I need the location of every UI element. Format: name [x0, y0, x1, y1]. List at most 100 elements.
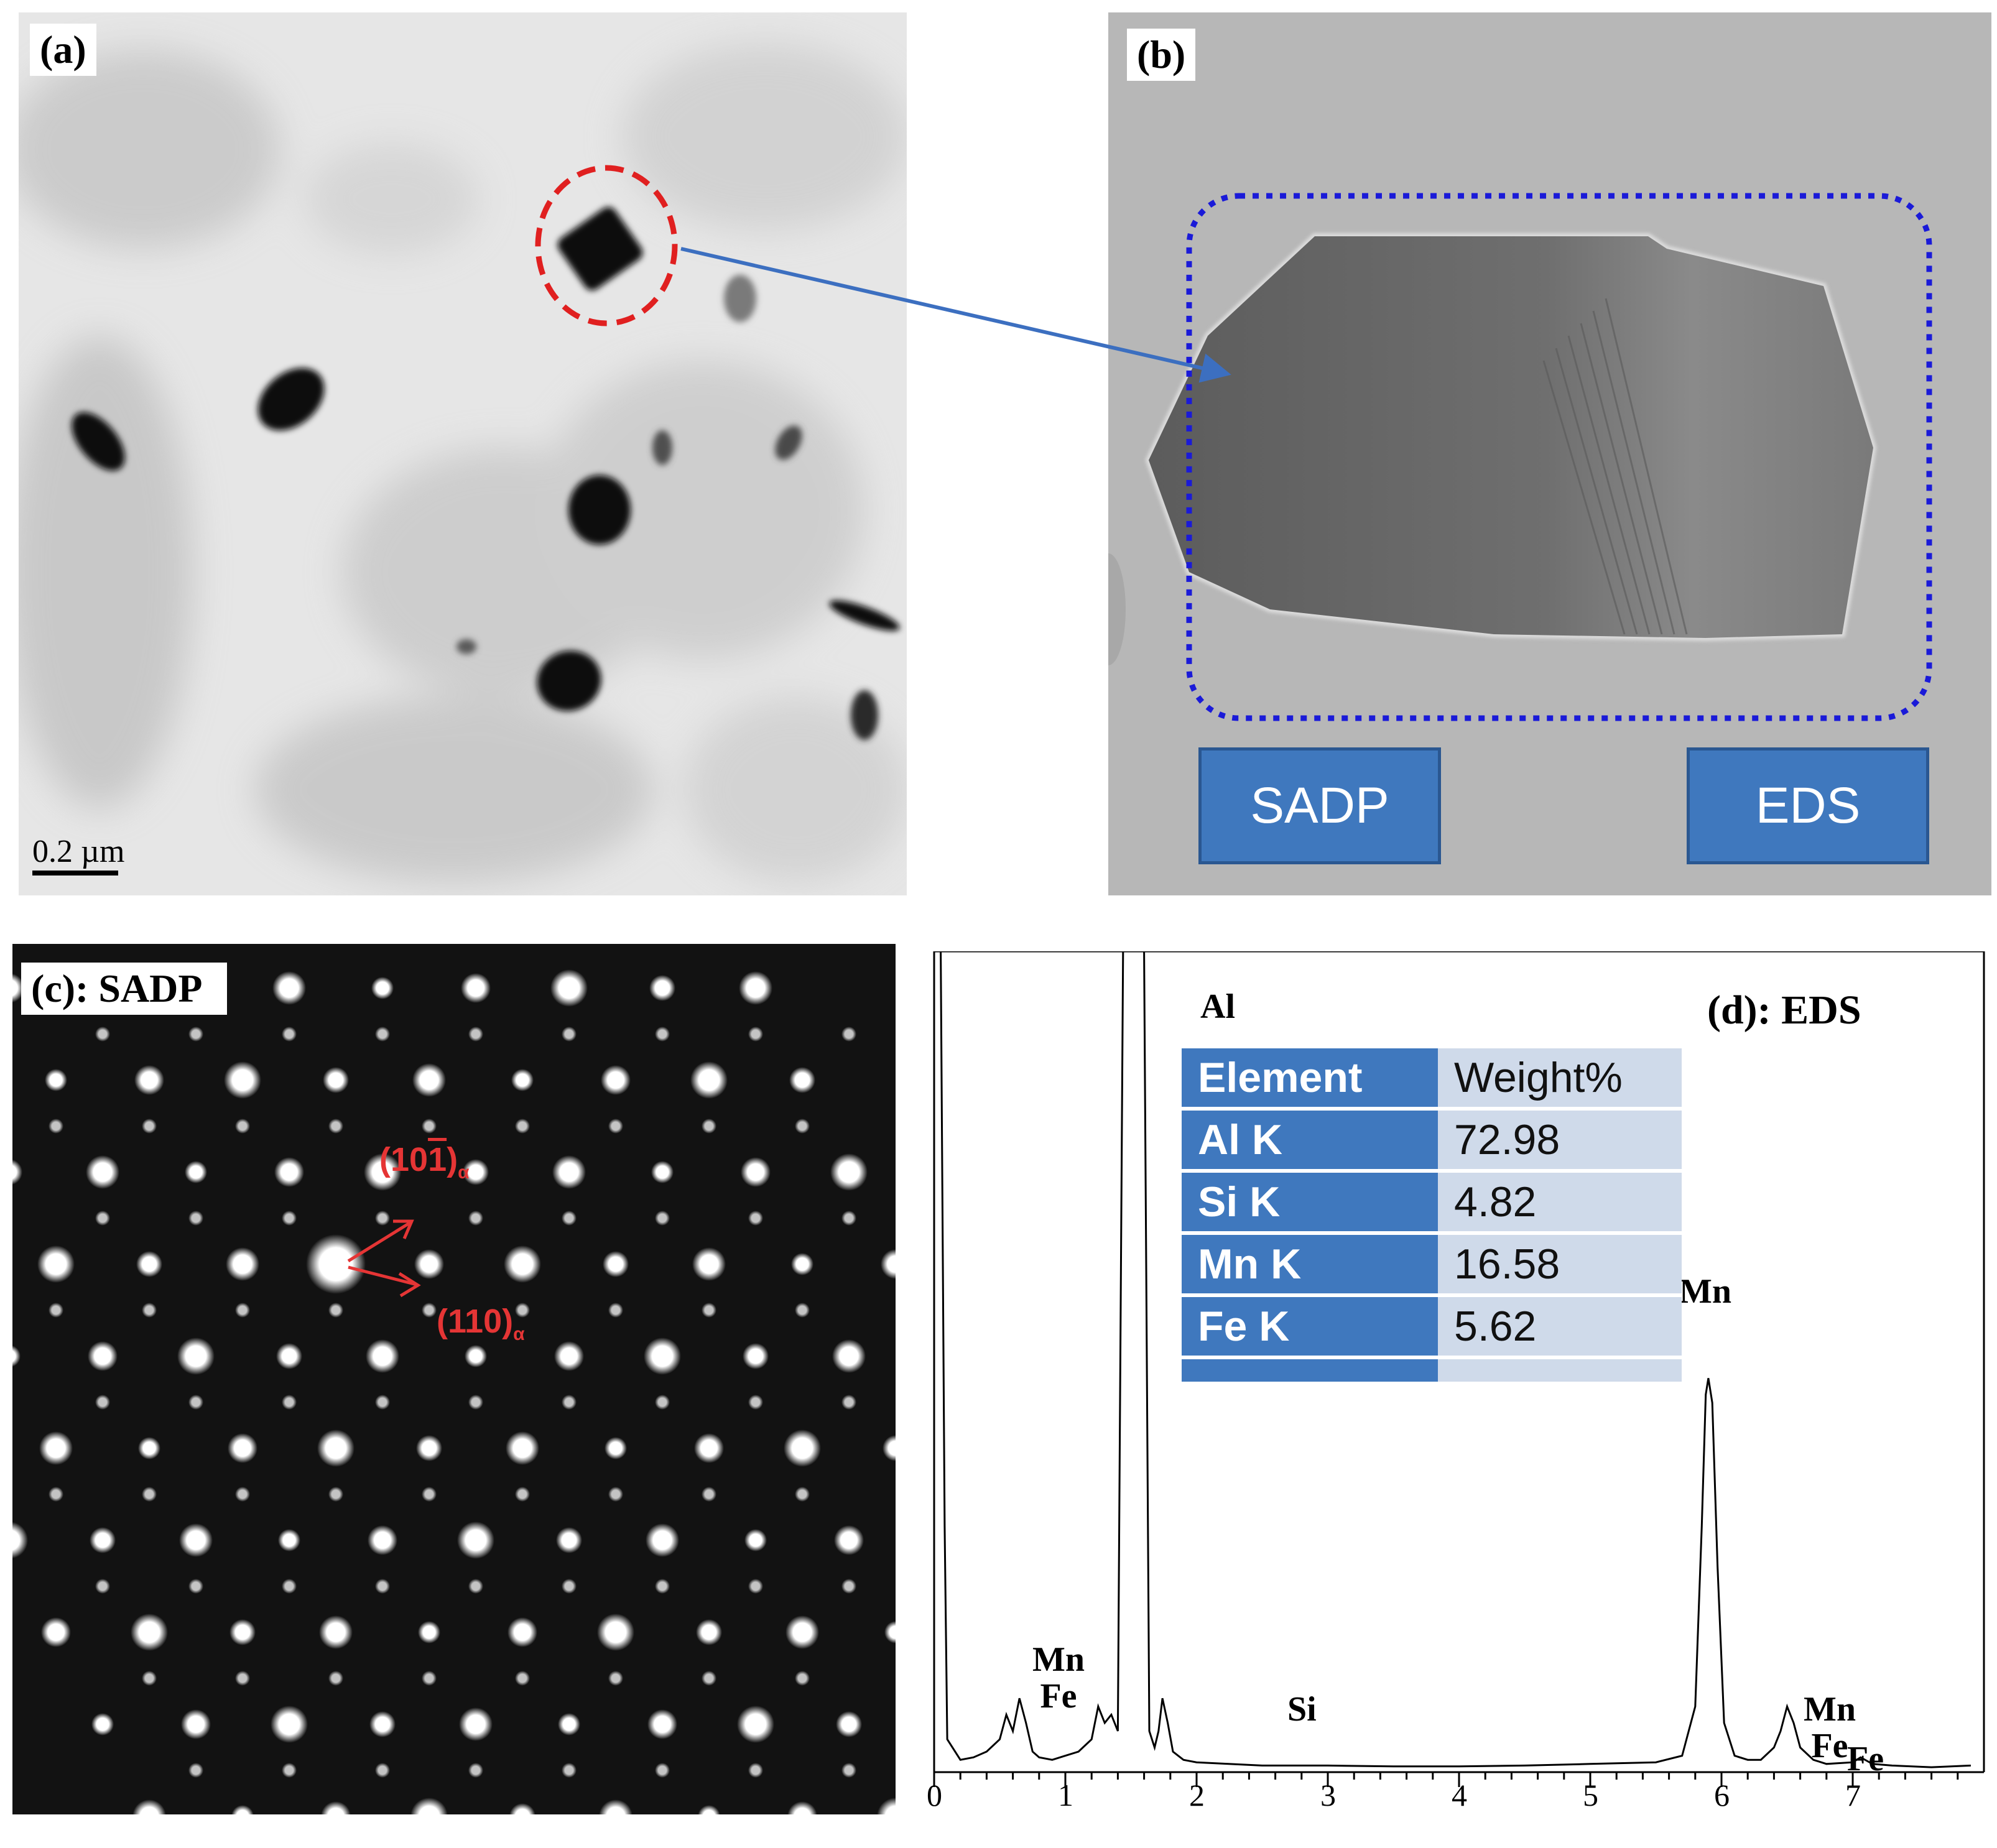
diffraction-spot	[832, 1339, 866, 1373]
diffraction-spot	[224, 1061, 261, 1099]
scale-bar	[32, 871, 118, 875]
cell-element: Si K	[1182, 1173, 1438, 1231]
diffraction-spot	[646, 1523, 679, 1557]
diffraction-spot	[412, 1063, 446, 1097]
diffraction-spot	[655, 1211, 670, 1226]
diffraction-spot	[49, 1119, 63, 1134]
diffraction-spot	[558, 1713, 580, 1735]
diffraction-spot	[608, 1671, 623, 1686]
diffraction-spot	[748, 1763, 763, 1778]
diffraction-spot	[504, 1245, 541, 1283]
diffraction-spot	[375, 1579, 390, 1594]
diffraction-spot	[748, 1027, 763, 1042]
peak-label-fe: Fe	[1847, 1740, 1884, 1778]
x-tick-label: 5	[1583, 1778, 1598, 1813]
diffraction-spot	[12, 1159, 22, 1185]
diffraction-spot	[49, 1487, 63, 1502]
diffraction-spot	[328, 1671, 343, 1686]
diffraction-spot	[468, 1027, 483, 1042]
diffraction-spot	[515, 1487, 530, 1502]
diffraction-spot	[554, 1341, 584, 1371]
cell-weight: 4.82	[1438, 1173, 1682, 1231]
diffraction-spot	[134, 1065, 164, 1095]
diffraction-spot	[457, 1522, 494, 1559]
diffraction-spot	[422, 1487, 437, 1502]
miller-index-101: (101)α	[379, 1141, 470, 1183]
diffraction-spot	[138, 1437, 160, 1459]
diffraction-spot	[418, 1621, 440, 1643]
diffraction-spot	[509, 1803, 535, 1814]
highlight-circle	[535, 165, 678, 326]
diffraction-spot	[739, 971, 772, 1005]
diffraction-spot	[282, 1579, 297, 1594]
diffraction-spot	[841, 1763, 856, 1778]
panel-b-particle: (b) SADP EDS	[1108, 12, 1991, 895]
diffraction-spot	[375, 1027, 390, 1042]
peak-label-mn-fe-high: Mn Fe	[1804, 1690, 1856, 1765]
diffraction-spot	[877, 1798, 896, 1814]
diffraction-spot	[748, 1211, 763, 1226]
diffraction-spot	[465, 1345, 487, 1367]
diffraction-spot	[422, 1303, 437, 1318]
diffraction-spot	[562, 1763, 577, 1778]
x-tick-label: 6	[1714, 1778, 1730, 1813]
x-tick-label: 4	[1452, 1778, 1467, 1813]
x-tick-label: 1	[1058, 1778, 1073, 1813]
diffraction-spot	[142, 1119, 157, 1134]
x-tick-label: 7	[1845, 1778, 1861, 1813]
diffraction-spot	[702, 1303, 716, 1318]
peak-label-al: Al	[1200, 987, 1235, 1026]
diffraction-spot	[655, 1027, 670, 1042]
diffraction-spot	[836, 1711, 862, 1737]
peak-label-mn: Mn	[1679, 1272, 1731, 1311]
diffraction-spot	[702, 1119, 716, 1134]
diffraction-spot	[366, 1339, 399, 1373]
diffraction-spot	[188, 1211, 203, 1226]
diffraction-spot	[235, 1303, 250, 1318]
diffraction-spot	[696, 1619, 722, 1645]
table-row: Fe K 5.62	[1182, 1297, 1682, 1356]
diffraction-spot	[791, 1253, 813, 1275]
diffraction-spot	[841, 1395, 856, 1410]
diffraction-spot	[468, 1211, 483, 1226]
diffraction-spot	[414, 1249, 444, 1279]
diffraction-spot	[12, 1522, 28, 1559]
diffraction-spot	[282, 1395, 297, 1410]
diffraction-spot	[605, 1437, 627, 1459]
diffraction-spot	[698, 1805, 720, 1814]
peak-label-si: Si	[1287, 1690, 1317, 1729]
diffraction-spot	[142, 1487, 157, 1502]
cell-empty	[1182, 1359, 1438, 1382]
diffraction-spot	[229, 1619, 256, 1645]
diffraction-spot	[278, 1529, 300, 1551]
panel-c-sadp: (c): SADP (101)α (110)α	[12, 944, 896, 1814]
diffraction-spot	[651, 1161, 674, 1183]
diffraction-spot	[744, 1529, 767, 1551]
spectrum-line	[934, 951, 1971, 1768]
diffraction-spot	[562, 1395, 577, 1410]
diffraction-spot	[142, 1303, 157, 1318]
diffraction-pattern	[12, 944, 896, 1814]
diffraction-spot	[841, 1211, 856, 1226]
diffraction-spot	[364, 1153, 401, 1191]
panel-a-micrograph: (a) 0.2 µm	[19, 12, 907, 895]
diffraction-spot	[272, 971, 306, 1005]
diffraction-spot	[323, 1067, 349, 1093]
x-tick-label: 2	[1189, 1778, 1205, 1813]
diffraction-spot	[692, 1247, 726, 1281]
diffraction-spot	[132, 1799, 166, 1814]
diffraction-spot	[90, 1527, 116, 1553]
diffraction-spot	[468, 1579, 483, 1594]
diffraction-spot	[274, 1157, 304, 1187]
selection-outline	[1186, 193, 1932, 721]
diffraction-spot	[515, 1671, 530, 1686]
diffraction-spot	[12, 1345, 21, 1367]
diffraction-spot	[655, 1395, 670, 1410]
diffraction-spot	[463, 1159, 489, 1185]
diffraction-spot	[655, 1579, 670, 1594]
table-row: Al K 72.98	[1182, 1111, 1682, 1169]
diffraction-spot	[37, 1245, 75, 1283]
panel-d-eds: 0 1 2 3 4 5 6 7 (d): EDS Mn Fe Al Si Mn Mn Fe Fe …	[927, 951, 1990, 1841]
diffraction-spot	[649, 975, 675, 1001]
diffraction-spot	[88, 1341, 118, 1371]
